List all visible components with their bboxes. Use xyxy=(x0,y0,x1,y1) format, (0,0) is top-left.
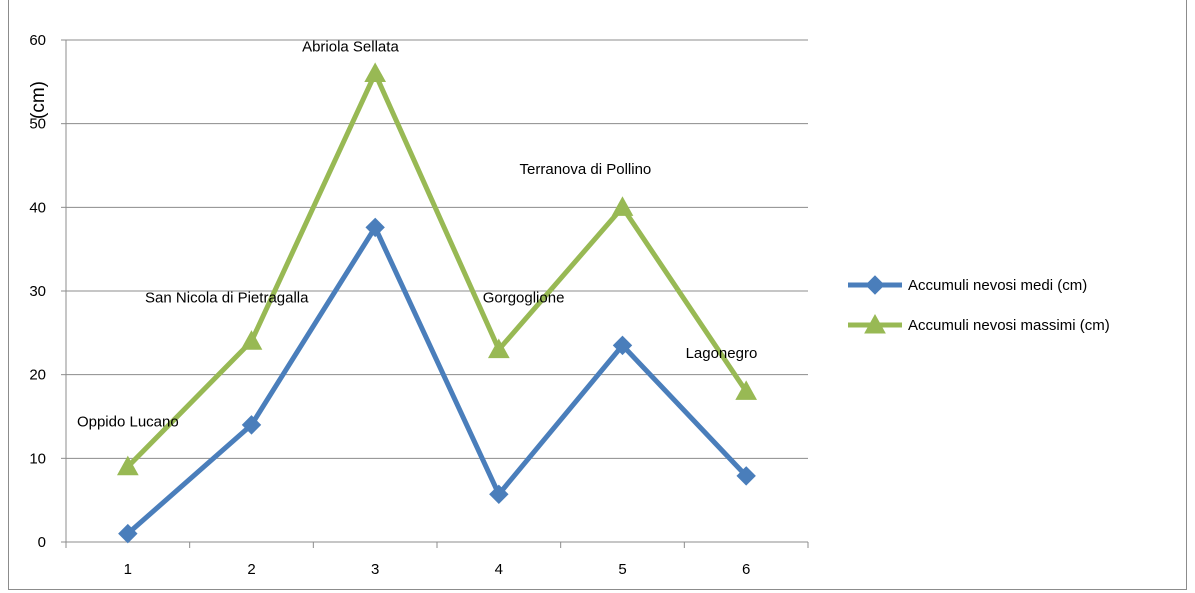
series-2 xyxy=(116,62,758,476)
data-point-marker xyxy=(736,466,756,486)
y-tick-label: 60 xyxy=(29,32,46,49)
data-point-marker xyxy=(118,523,138,544)
y-tick-label: 30 xyxy=(29,283,46,300)
y-axis-tick-labels: 0 10 20 30 40 50 60 xyxy=(29,32,46,551)
data-point-marker xyxy=(735,380,758,400)
data-point-marker xyxy=(116,455,139,476)
data-point-marker xyxy=(864,313,886,334)
point-annotation: Lagonegro xyxy=(686,345,758,362)
data-point-marker xyxy=(364,62,387,82)
y-tick-label: 50 xyxy=(29,116,46,133)
series-line xyxy=(126,67,749,469)
data-point-marker xyxy=(611,196,634,216)
gridlines xyxy=(66,39,808,459)
data-point-marker xyxy=(240,330,263,350)
data-point-marker xyxy=(489,484,509,505)
x-tick-label: 6 xyxy=(742,561,750,578)
x-tick-label: 2 xyxy=(247,561,255,578)
x-tick-label: 1 xyxy=(124,561,132,578)
axes xyxy=(61,39,809,548)
series-1 xyxy=(118,217,756,544)
x-tick-label: 5 xyxy=(618,561,626,578)
x-axis-tick-labels: 1 2 3 4 5 6 xyxy=(124,561,751,578)
x-tick-label: 4 xyxy=(495,561,503,578)
data-point-marker xyxy=(612,335,633,356)
data-point-marker xyxy=(241,415,262,435)
point-annotation: Oppido Lucano xyxy=(77,414,179,431)
point-annotation: Gorgoglione xyxy=(483,290,565,307)
legend-entry-1: Accumuli nevosi medi (cm) xyxy=(848,275,1087,295)
x-tick-label: 3 xyxy=(371,561,379,578)
y-tick-label: 20 xyxy=(29,367,46,384)
y-tick-label: 10 xyxy=(29,450,46,467)
point-annotation: Terranova di Pollino xyxy=(520,161,652,178)
data-point-marker xyxy=(365,217,385,238)
point-annotation: Abriola Sellata xyxy=(302,39,399,56)
data-point-marker xyxy=(865,275,885,295)
chart-frame xyxy=(8,0,1187,590)
point-annotation: San Nicola di Pietragalla xyxy=(145,290,309,307)
y-axis-label: (cm) xyxy=(28,81,49,119)
point-annotations: Oppido Lucano San Nicola di Pietragalla Ab… xyxy=(77,39,757,431)
legend-entry-2: Accumuli nevosi massimi (cm) xyxy=(848,313,1110,334)
series-lines xyxy=(116,62,758,544)
data-point-marker xyxy=(487,338,510,359)
y-tick-label: 40 xyxy=(29,199,46,216)
y-tick-label: 0 xyxy=(38,534,46,551)
legend-label: Accumuli nevosi massimi (cm) xyxy=(908,317,1110,334)
legend-label: Accumuli nevosi medi (cm) xyxy=(908,277,1087,294)
legend: Accumuli nevosi medi (cm) Accumuli nevosi… xyxy=(848,275,1110,334)
series-line xyxy=(126,222,748,536)
